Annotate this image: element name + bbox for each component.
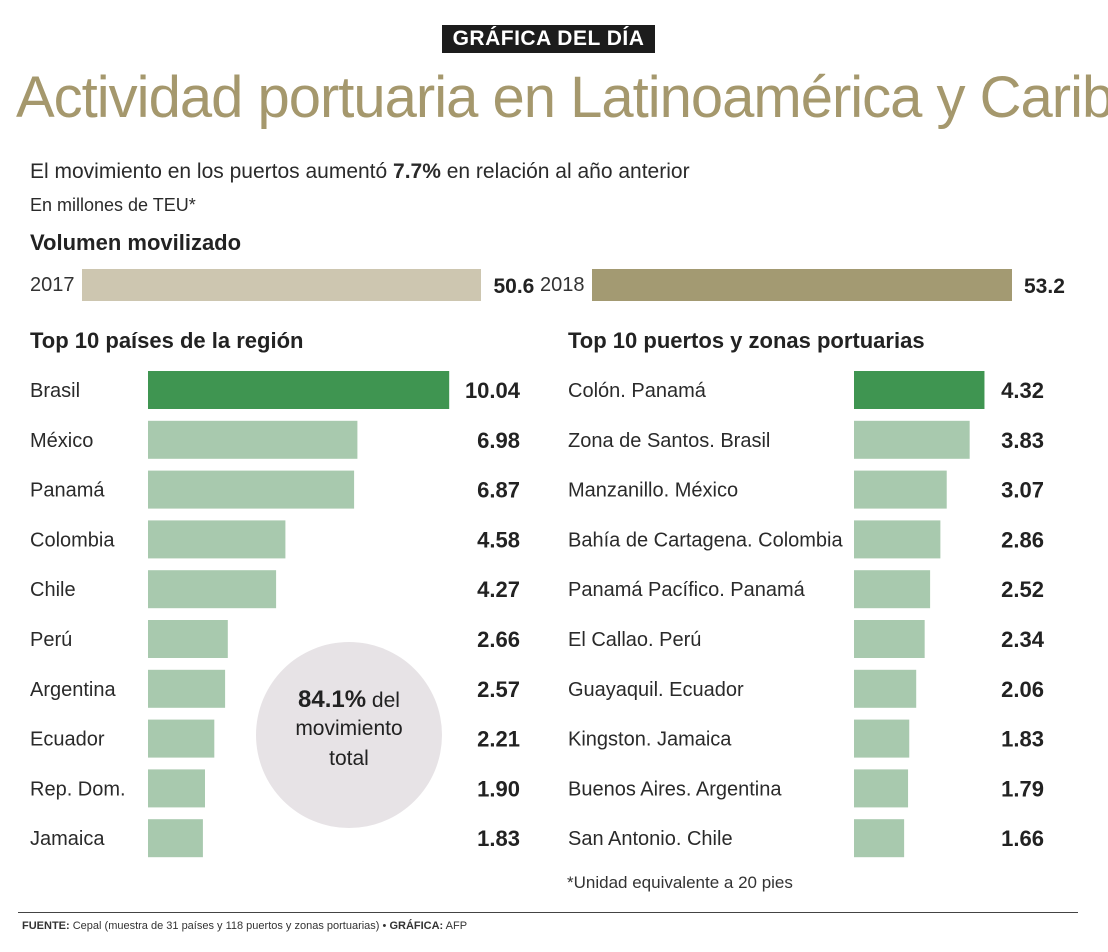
country-bar [148,719,215,758]
subtitle-before: El movimiento en los puertos aumentó [30,160,394,183]
port-value: 3.07 [1001,478,1044,503]
volume-value-2017: 50.6 [493,275,535,298]
country-bar [148,819,203,858]
port-label: Zona de Santos. Brasil [568,430,770,452]
source-line: FUENTE: Cepal (muestra de 31 países y 11… [22,920,467,932]
country-value: 4.58 [477,527,520,552]
port-bar [854,620,925,658]
share-word: del [366,689,400,712]
country-bar [148,470,355,509]
source-label: FUENTE: [22,920,70,932]
port-bar [854,669,917,708]
port-bar [854,371,985,409]
country-label: Jamaica [30,828,105,850]
volume-year-2017: 2017 [30,274,75,296]
port-value: 2.06 [1001,677,1044,702]
country-value: 6.98 [477,428,520,453]
volume-bar-2018 [592,269,1012,301]
subtitle-after: en relación al año anterior [440,160,690,183]
port-value: 2.34 [1001,627,1045,652]
port-value: 2.86 [1001,527,1044,552]
volume-bar-2017 [82,269,482,301]
country-value: 2.57 [477,677,520,702]
subtitle-highlight: 7.7% [393,160,441,183]
units-label: En millones de TEU* [30,195,196,215]
country-label: Argentina [30,679,116,701]
kicker-label: GRÁFICA DEL DÍA [442,25,655,53]
port-label: Panamá Pacífico. Panamá [568,579,806,601]
country-label: Panamá [30,480,105,502]
country-value: 6.87 [477,478,520,503]
port-label: San Antonio. Chile [568,828,733,850]
port-label: El Callao. Perú [568,629,701,651]
country-value: 1.90 [477,776,520,801]
share-line2: movimiento [295,717,403,740]
port-bar [854,769,909,808]
port-label: Bahía de Cartagena. Colombia [568,529,843,551]
volume-title: Volumen movilizado [30,230,242,255]
country-bar [148,620,228,658]
country-value: 2.21 [477,727,520,752]
port-value: 4.32 [1001,378,1044,403]
ports-title: Top 10 puertos y zonas portuarias [568,328,925,353]
countries-title: Top 10 países de la región [30,328,304,353]
country-label: Colombia [30,529,115,551]
country-label: Ecuador [30,729,105,751]
port-label: Buenos Aires. Argentina [568,778,782,800]
country-label: Brasil [30,380,80,402]
page-title: Actividad portuaria en Latinoamérica y C… [16,65,1108,130]
country-label: Perú [30,629,72,651]
country-bar [148,520,286,559]
subtitle: El movimiento en los puertos aumentó 7.7… [30,160,690,184]
bar-charts: Brasil 10.04 México 6.98 Panamá 6.87 Colombia 4… [30,371,1045,858]
source-text: Cepal (muestra de 31 países y 118 puerto… [69,920,390,932]
port-value: 1.83 [1001,727,1044,752]
country-value: 4.27 [477,577,520,602]
port-label: Colón. Panamá [568,380,707,402]
divider [18,912,1078,913]
country-bar [148,371,450,409]
country-label: Rep. Dom. [30,778,126,800]
port-label: Kingston. Jamaica [568,729,732,751]
port-bar [854,420,970,459]
country-value: 1.83 [477,826,520,851]
share-bubble: 84.1% del movimiento total [256,642,442,828]
country-bar [148,669,226,708]
volume-value-2018: 53.2 [1024,275,1065,298]
port-label: Manzanillo. México [568,480,738,502]
graphic-label: GRÁFICA: [389,920,444,932]
country-bar [148,570,277,609]
port-bar [854,719,910,758]
port-value: 2.52 [1001,577,1044,602]
country-value: 10.04 [465,378,521,403]
graphic-text: AFP [443,920,468,932]
port-bar [854,570,931,609]
share-percent: 84.1% [298,686,367,713]
port-label: Guayaquil. Ecuador [568,679,744,701]
footnote: *Unidad equivalente a 20 pies [567,873,793,892]
port-value: 3.83 [1001,428,1044,453]
port-bar [854,819,905,858]
share-line3: total [329,747,369,770]
country-label: México [30,430,93,452]
port-bar [854,470,947,509]
volume-year-2018: 2018 [540,274,585,296]
port-value: 1.79 [1001,776,1044,801]
country-value: 2.66 [477,627,520,652]
port-bar [854,520,941,559]
port-value: 1.66 [1001,826,1044,851]
country-bar [148,420,358,459]
country-bar [148,769,205,808]
country-label: Chile [30,579,76,601]
